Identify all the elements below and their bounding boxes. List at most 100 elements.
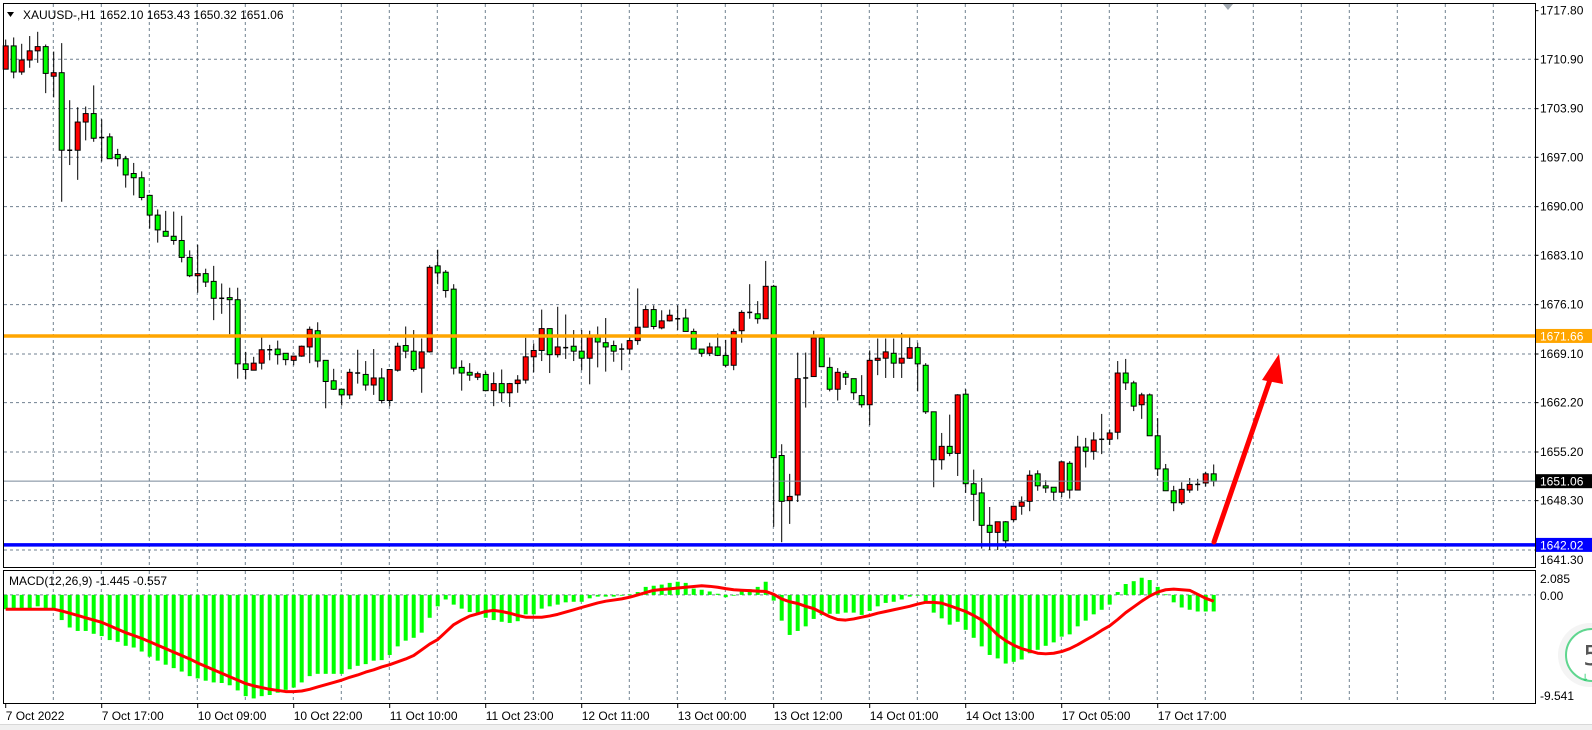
candle-body-bearish: [962, 393, 969, 485]
arrow-annotation[interactable]: [1211, 354, 1283, 545]
candle: [954, 394, 961, 476]
candle-body-bullish: [18, 59, 25, 73]
candle: [794, 352, 801, 503]
time-tick-label: 13 Oct 00:00: [678, 709, 747, 723]
macd-histogram-bar: [451, 594, 456, 605]
macd-histogram-bar: [299, 594, 304, 683]
triangle-down-icon[interactable]: [7, 12, 14, 17]
time-tick-label: 7 Oct 17:00: [102, 709, 164, 723]
macd-histogram-bar: [1179, 594, 1184, 608]
macd-histogram-bar: [35, 594, 40, 607]
macd-histogram-bar: [499, 594, 504, 622]
time-tick-label: 10 Oct 22:00: [294, 709, 363, 723]
candle: [658, 310, 665, 330]
macd-histogram-bar: [267, 594, 272, 695]
time-tick-label: 12 Oct 11:00: [582, 709, 650, 723]
macd-histogram-bar: [1099, 594, 1104, 610]
macd-histogram-bar: [787, 594, 792, 635]
macd-histogram-bar: [3, 594, 8, 610]
candle: [914, 342, 921, 392]
candle-body-bullish: [50, 72, 57, 77]
macd-histogram-bar: [363, 594, 368, 665]
candle: [1034, 470, 1041, 491]
macd-histogram-bar: [1035, 594, 1040, 650]
candle: [67, 100, 73, 166]
candle-body-bullish: [386, 369, 393, 402]
macd-histogram-bar: [491, 594, 496, 621]
arrow-up-icon: [1262, 354, 1283, 384]
candle-body-bearish: [1034, 473, 1041, 487]
macd-histogram-bar: [875, 594, 880, 607]
macd-histogram-bar: [99, 594, 104, 637]
candle-body-bearish: [202, 273, 209, 283]
candle-body-bearish: [610, 345, 617, 352]
candle: [1195, 478, 1201, 491]
time-tick-label: 11 Oct 10:00: [390, 709, 458, 723]
horizontal-levels[interactable]: [4, 334, 1536, 547]
candle-body-bearish: [114, 153, 121, 160]
candle-body-bearish: [722, 354, 729, 366]
candle-body-bearish: [234, 299, 241, 365]
macd-histogram-bar: [859, 594, 864, 615]
candle-body-bullish: [346, 371, 353, 396]
candle-body-bearish: [1066, 462, 1073, 491]
macd-histogram-bar: [1123, 584, 1128, 595]
macd-histogram-bar: [27, 594, 32, 610]
candle: [355, 349, 361, 384]
chart-shift-marker-icon[interactable]: [1223, 4, 1233, 10]
candle-body-bearish: [330, 380, 337, 390]
candle: [202, 268, 209, 288]
chart-ohlc: 1652.10 1653.43 1650.32 1651.06: [100, 8, 284, 22]
candle-body-bearish: [322, 359, 329, 382]
candle: [898, 332, 905, 378]
candle-body-bearish: [186, 256, 193, 277]
main-chart-frame: [3, 3, 1536, 568]
candle-body-bearish: [450, 288, 457, 369]
macd-histogram-bar: [643, 586, 648, 595]
macd-histogram-bar: [891, 594, 896, 602]
macd-histogram-bar: [683, 582, 688, 595]
macd-histogram-bar: [731, 594, 736, 596]
candle: [370, 349, 377, 395]
candle: [194, 244, 201, 293]
resistance-price-label: 1671.66: [1540, 329, 1584, 343]
candle-body-bullish: [1018, 501, 1025, 507]
candle-body-bullish: [658, 320, 665, 329]
candle: [738, 310, 745, 343]
candle: [1058, 461, 1065, 498]
candle-body-bearish: [1082, 446, 1089, 452]
macd-histogram-bar: [1147, 580, 1152, 595]
candle-body-bullish: [522, 356, 529, 381]
candle: [99, 119, 105, 162]
candle-body-bearish: [1130, 382, 1137, 407]
candle-body-bullish: [26, 50, 33, 61]
macd-histogram-bar: [507, 594, 512, 623]
candle-body-bullish: [1178, 488, 1185, 504]
macd-histogram-bar: [323, 594, 328, 674]
candle-body-bearish: [682, 317, 689, 332]
candle: [690, 328, 697, 350]
macd-histogram-bar: [379, 594, 384, 661]
candle: [1202, 471, 1209, 487]
candle: [450, 284, 457, 375]
macd-histogram-bar: [587, 594, 592, 599]
candle-body-bearish: [922, 364, 929, 413]
signal-widget[interactable]: 5 ↓: [1558, 623, 1592, 687]
candle: [234, 287, 241, 379]
candle: [58, 43, 65, 202]
candle: [258, 335, 265, 370]
candle: [1082, 437, 1089, 468]
candle-body-bullish: [994, 521, 1001, 533]
candle: [466, 363, 473, 381]
macd-histogram-bar: [1027, 594, 1032, 654]
candle-body-bearish: [890, 352, 897, 364]
candle: [226, 287, 233, 335]
candle-body-bullish: [250, 362, 257, 371]
candle: [210, 265, 217, 321]
candle-body-bearish: [914, 347, 921, 365]
candle-body-bullish: [1026, 474, 1033, 502]
macd-histogram-bar: [1139, 577, 1144, 595]
candle-body-bullish: [1010, 505, 1017, 521]
candle: [90, 85, 97, 142]
